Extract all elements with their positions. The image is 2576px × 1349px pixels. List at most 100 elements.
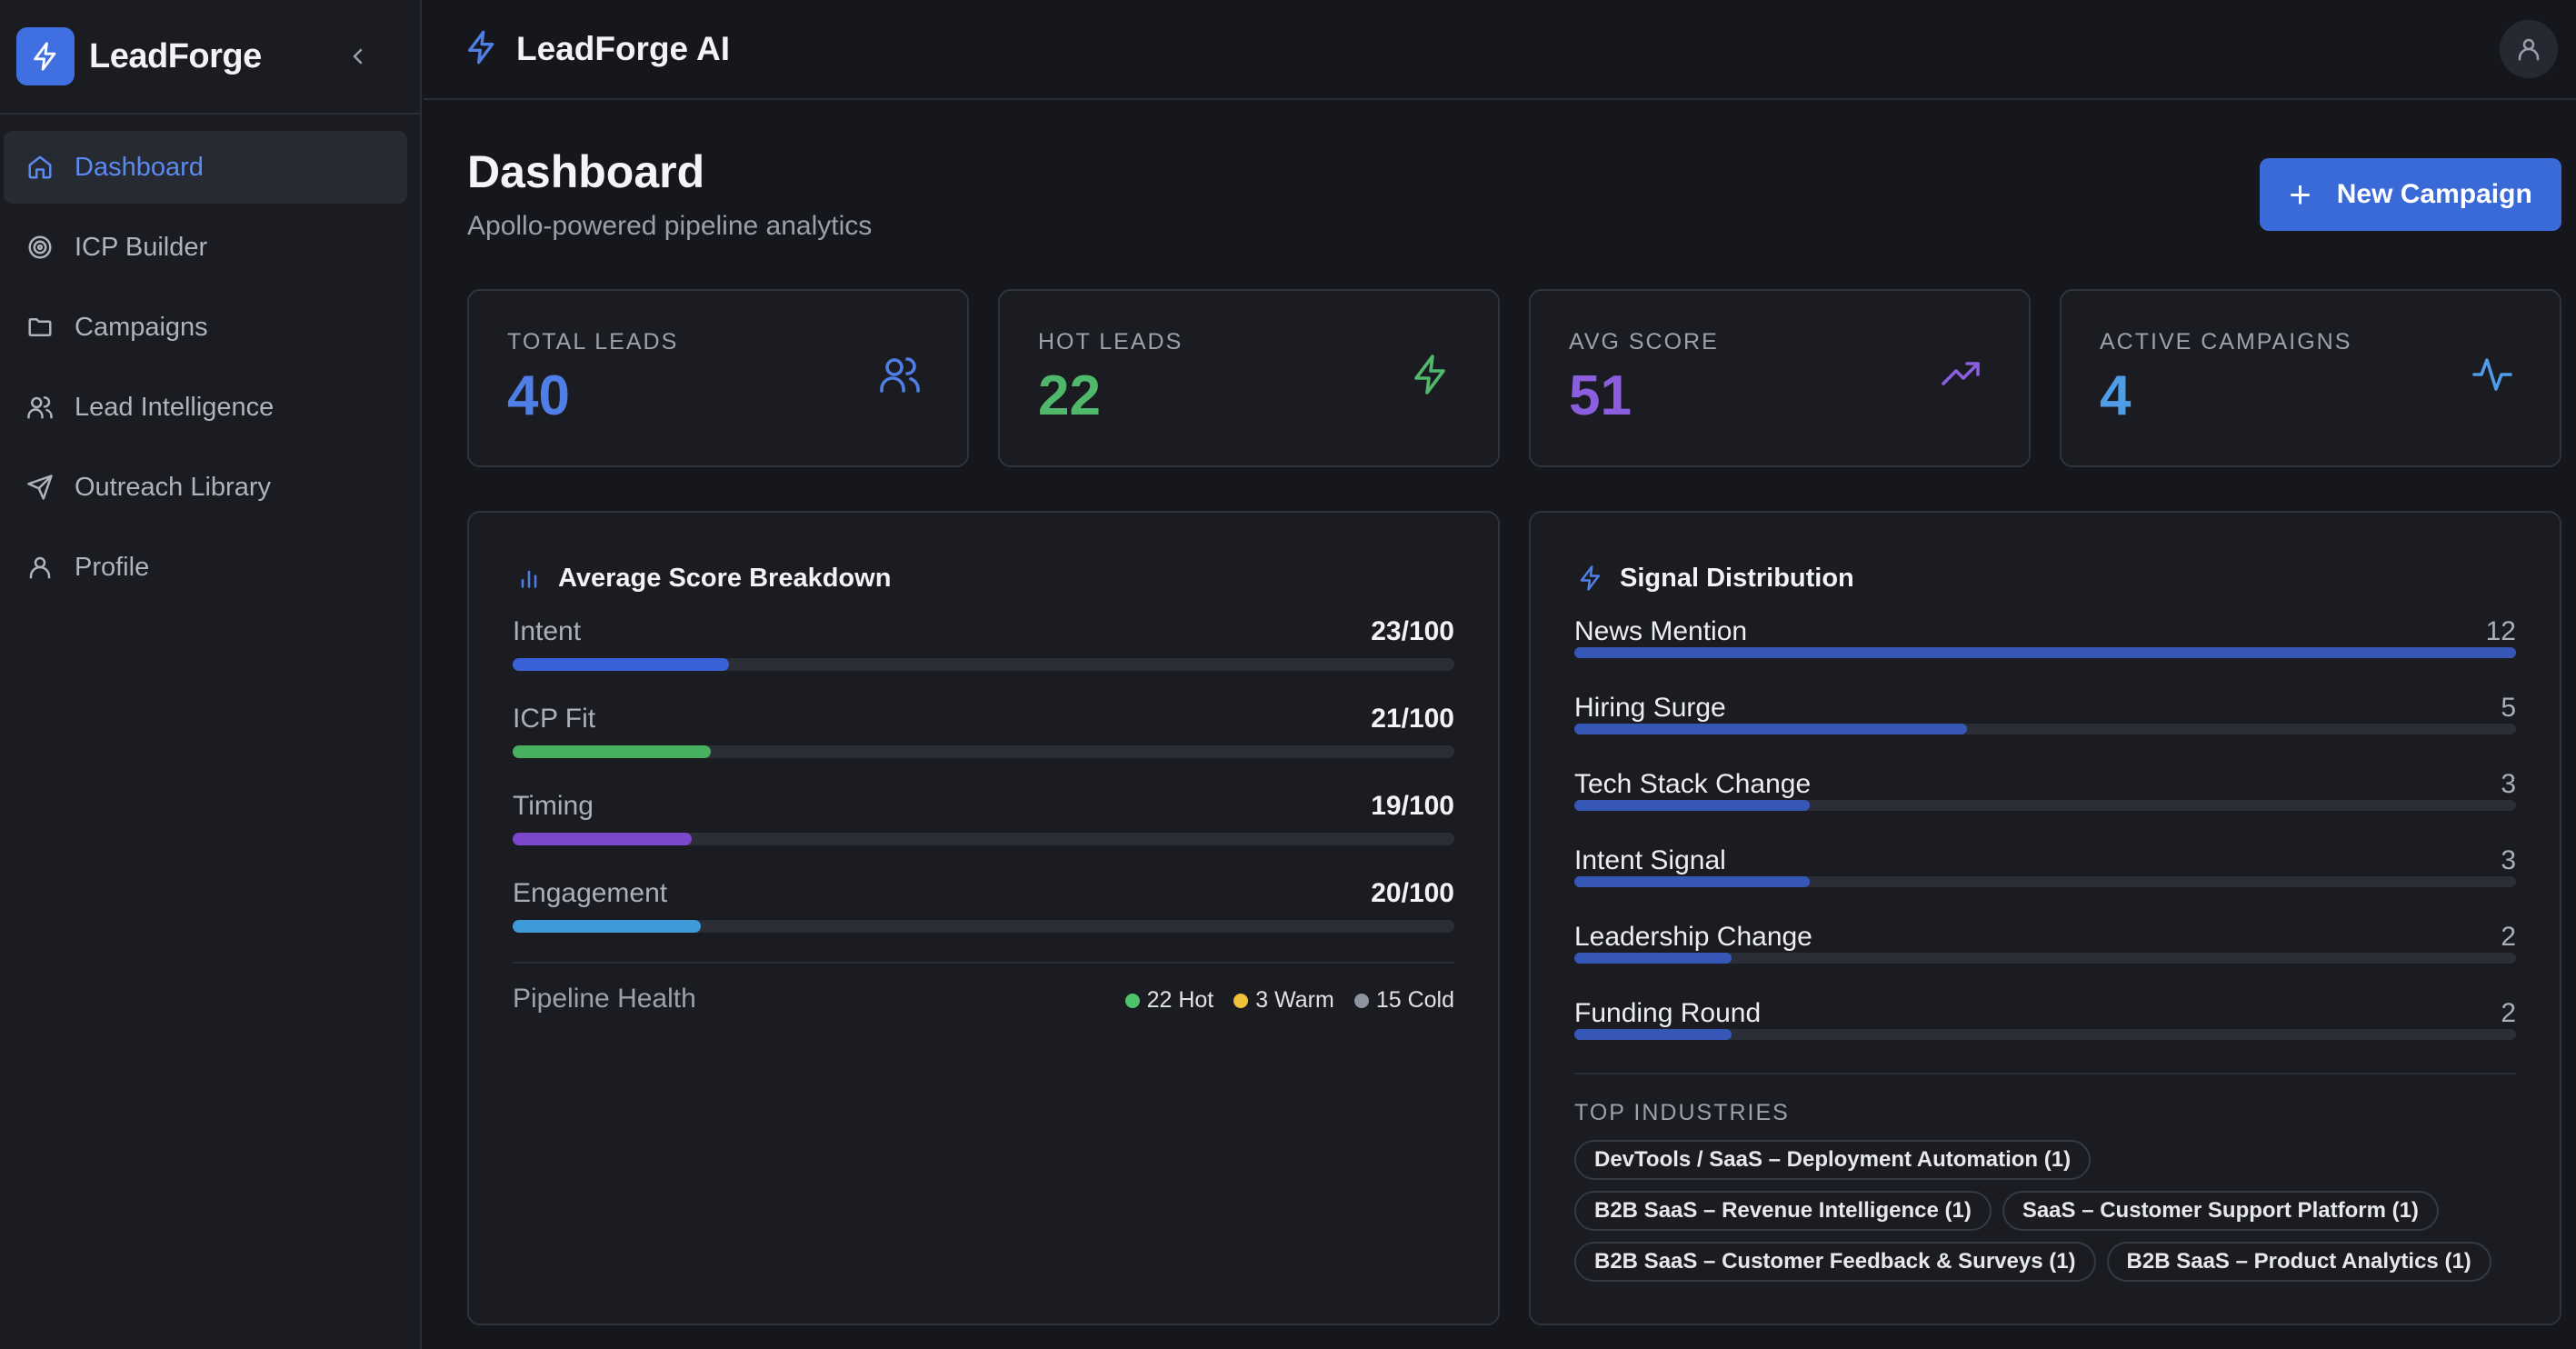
signal-name: Intent Signal [1574, 845, 1726, 875]
progress-track [1574, 1029, 2516, 1040]
panel-header: Average Score Breakdown [513, 562, 891, 595]
industry-chips: DevTools / SaaS – Deployment Automation … [1574, 1140, 2538, 1293]
progress-track [513, 833, 1454, 845]
divider [1574, 1073, 2516, 1074]
panel-title: Average Score Breakdown [558, 563, 892, 593]
score-name: Engagement [513, 878, 668, 908]
progress-track [1574, 647, 2516, 658]
page-title: Dashboard [467, 146, 705, 197]
sidebar-item-label: Lead Intelligence [75, 392, 275, 422]
sidebar-item-lead-intelligence[interactable]: Lead Intelligence [4, 371, 407, 444]
signal-name: Hiring Surge [1574, 693, 1726, 723]
signal-name: Funding Round [1574, 998, 1762, 1028]
industry-chip[interactable]: B2B SaaS – Revenue Intelligence (1) [1574, 1191, 1992, 1231]
health-cold: 15 Cold [1353, 987, 1454, 1014]
sidebar-item-label: Dashboard [75, 152, 204, 182]
progress-fill [1574, 647, 2516, 658]
signal-distribution-panel: Signal Distribution News Mention 12 Hiring… [1529, 511, 2561, 1325]
trending-up-icon [1942, 362, 1980, 385]
score-value: 23/100 [1371, 616, 1454, 646]
users-icon [880, 357, 920, 393]
signal-count: 2 [2501, 922, 2516, 952]
stat-label: TOTAL LEADS [507, 329, 679, 355]
industry-chip[interactable]: B2B SaaS – Product Analytics (1) [2106, 1242, 2491, 1282]
score-name: ICP Fit [513, 704, 596, 734]
health-warm-label: 3 Warm [1255, 987, 1334, 1013]
signal-name: Leadership Change [1574, 922, 1812, 952]
progress-fill [1574, 800, 1810, 811]
user-menu-button[interactable] [2500, 20, 2558, 78]
signal-count: 3 [2501, 845, 2516, 875]
stat-value: 4 [2100, 365, 2132, 427]
zap-icon [1574, 562, 1607, 595]
status-dot [1124, 993, 1140, 1008]
target-icon [24, 231, 56, 264]
brand: LeadForge [0, 0, 420, 115]
signal-count: 12 [2485, 616, 2516, 646]
progress-track [1574, 724, 2516, 734]
industry-chip[interactable]: B2B SaaS – Customer Feedback & Surveys (… [1574, 1242, 2096, 1282]
progress-track [513, 920, 1454, 933]
stat-card-total-leads: TOTAL LEADS 40 [467, 289, 969, 467]
sidebar-item-icp-builder[interactable]: ICP Builder [4, 211, 407, 284]
sidebar-item-label: ICP Builder [75, 232, 208, 262]
panel-header: Signal Distribution [1574, 562, 1854, 595]
score-breakdown-panel: Average Score Breakdown Intent 23/100 ICP … [467, 511, 1500, 1325]
signal-name: News Mention [1574, 616, 1748, 646]
score-row: Timing 19/100 [513, 791, 1454, 864]
score-row: ICP Fit 21/100 [513, 704, 1454, 776]
industry-chip[interactable]: SaaS – Customer Support Platform (1) [2002, 1191, 2439, 1231]
page-subtitle: Apollo-powered pipeline analytics [467, 211, 873, 241]
stat-value: 40 [507, 365, 570, 427]
zap-icon[interactable] [16, 27, 75, 85]
signal-row: Funding Round 2 [1574, 998, 2516, 1071]
score-row: Engagement 20/100 [513, 878, 1454, 951]
panel-title: Signal Distribution [1620, 563, 1854, 593]
progress-fill [1574, 876, 1810, 887]
sidebar-item-label: Profile [75, 552, 150, 582]
industry-chip[interactable]: DevTools / SaaS – Deployment Automation … [1574, 1140, 2092, 1180]
stat-value: 51 [1569, 365, 1632, 427]
brand-name: LeadForge [89, 36, 262, 75]
stat-card-avg-score: AVG SCORE 51 [1529, 289, 2031, 467]
user-icon [2518, 38, 2540, 61]
topbar-title: LeadForge AI [516, 30, 731, 67]
sidebar: LeadForge Dashboard ICP Builder Campaign… [0, 0, 422, 1349]
zap-icon [1414, 355, 1445, 395]
score-value: 19/100 [1371, 791, 1454, 821]
sidebar-item-profile[interactable]: Profile [4, 531, 407, 604]
progress-track [513, 658, 1454, 671]
progress-fill [513, 745, 711, 758]
signal-row: Leadership Change 2 [1574, 922, 2516, 994]
signal-row: Hiring Surge 5 [1574, 693, 2516, 765]
health-hot-label: 22 Hot [1146, 987, 1214, 1013]
progress-fill [513, 920, 702, 933]
status-dot [1233, 993, 1249, 1008]
new-campaign-label: New Campaign [2336, 179, 2532, 209]
plus-icon: + [2289, 173, 2311, 215]
activity-icon [2472, 358, 2512, 391]
progress-track [513, 745, 1454, 758]
user-icon [24, 551, 56, 584]
health-warm: 3 Warm [1233, 987, 1334, 1014]
score-value: 20/100 [1371, 878, 1454, 908]
stat-card-active-campaigns: ACTIVE CAMPAIGNS 4 [2060, 289, 2561, 467]
pipeline-health-legend: 22 Hot 3 Warm 15 Cold [1105, 987, 1454, 1014]
signal-count: 2 [2501, 998, 2516, 1028]
home-icon [24, 151, 56, 184]
progress-fill [1574, 1029, 1732, 1040]
zap-icon [464, 29, 500, 70]
signal-name: Tech Stack Change [1574, 769, 1812, 799]
new-campaign-button[interactable]: + New Campaign [2260, 158, 2561, 231]
progress-fill [1574, 724, 1967, 734]
stat-card-hot-leads: HOT LEADS 22 [998, 289, 1500, 467]
signal-row: Intent Signal 3 [1574, 845, 2516, 918]
progress-fill [513, 833, 692, 845]
sidebar-item-label: Outreach Library [75, 472, 271, 502]
chevron-left-icon[interactable] [340, 38, 376, 75]
sidebar-item-outreach-library[interactable]: Outreach Library [4, 451, 407, 524]
sidebar-item-campaigns[interactable]: Campaigns [4, 291, 407, 364]
progress-track [1574, 800, 2516, 811]
sidebar-item-dashboard[interactable]: Dashboard [4, 131, 407, 204]
signal-row: Tech Stack Change 3 [1574, 769, 2516, 842]
